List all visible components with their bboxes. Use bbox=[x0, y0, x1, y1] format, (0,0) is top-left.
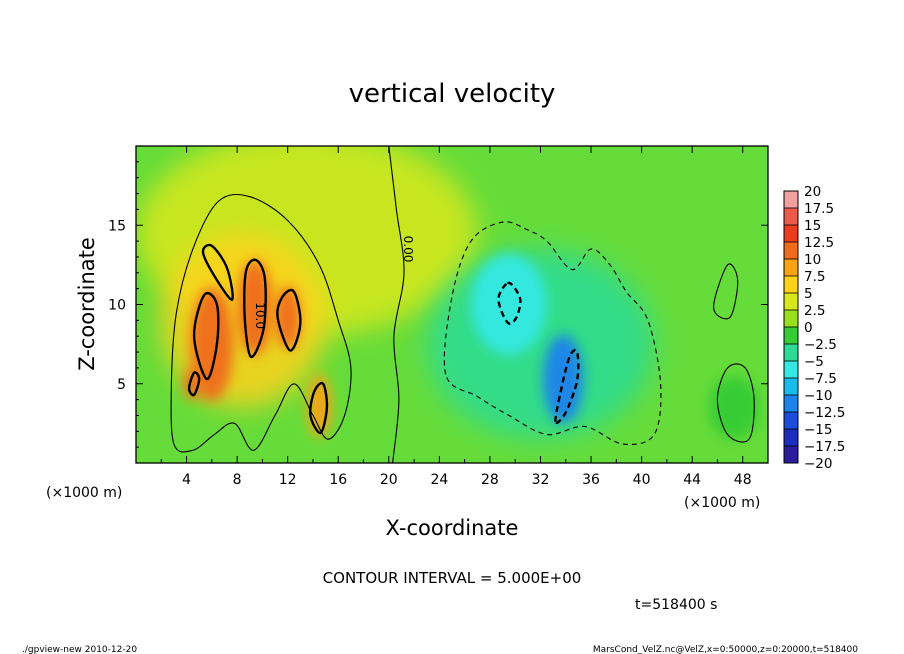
x-tick-label-8: 8 bbox=[233, 472, 242, 488]
x-tick-label-12: 12 bbox=[279, 472, 297, 488]
colorbar-label-1: 20 bbox=[804, 184, 821, 200]
colorbar-label-14: −12.5 bbox=[804, 405, 845, 421]
contour-line-8 bbox=[276, 288, 302, 352]
colorbar-label-6: 7.5 bbox=[804, 269, 825, 285]
colorbar-label-9: 0 bbox=[804, 320, 813, 336]
y-axis-unit: (×1000 m) bbox=[46, 485, 122, 501]
footer-left-text: ./gpview-new 2010-12-20 bbox=[22, 645, 137, 654]
colorbar-swatch-5 bbox=[784, 259, 798, 277]
contour-line-6 bbox=[201, 243, 234, 301]
colorbar-label-4: 12.5 bbox=[804, 235, 834, 251]
x-axis-unit: (×1000 m) bbox=[684, 495, 760, 511]
colorbar-swatch-16 bbox=[784, 446, 798, 464]
contour-line-11 bbox=[443, 221, 662, 446]
contour-line-7 bbox=[243, 258, 267, 359]
y-tick-label-5: 5 bbox=[117, 377, 126, 393]
colorbar-swatch-6 bbox=[784, 276, 798, 294]
colorbar-label-5: 10 bbox=[804, 252, 821, 268]
field-blob-11 bbox=[708, 375, 760, 440]
x-tick-label-36: 36 bbox=[582, 472, 600, 488]
contour-line-5 bbox=[192, 291, 220, 381]
colorbar-swatch-13 bbox=[784, 395, 798, 413]
colorbar-swatch-9 bbox=[784, 327, 798, 345]
colorbar-label-11: −5 bbox=[804, 354, 824, 370]
colorbar-label-10: −2.5 bbox=[804, 337, 837, 353]
x-tick-label-32: 32 bbox=[532, 472, 550, 488]
x-tick-label-28: 28 bbox=[481, 472, 499, 488]
time-label: t=518400 s bbox=[635, 597, 717, 613]
field-blob-9 bbox=[470, 253, 547, 356]
x-tick-label-20: 20 bbox=[380, 472, 398, 488]
colorbar-swatch-12 bbox=[784, 378, 798, 396]
colorbar-swatch-14 bbox=[784, 412, 798, 430]
contour-line-4 bbox=[716, 363, 755, 443]
colorbar: 2017.51512.5107.552.50−2.5−5−7.5−10−12.5… bbox=[783, 184, 845, 472]
colorbar-label-13: −10 bbox=[804, 388, 833, 404]
contour-line-10 bbox=[187, 371, 201, 397]
contour-line-2 bbox=[388, 146, 405, 463]
colorbar-label-17: −20 bbox=[804, 456, 833, 472]
contour-line-3 bbox=[713, 263, 739, 320]
x-tick-label-44: 44 bbox=[683, 472, 701, 488]
x-tick-label-4: 4 bbox=[182, 472, 191, 488]
colorbar-label-7: 5 bbox=[804, 286, 813, 302]
colorbar-swatch-4 bbox=[784, 242, 798, 260]
contour-line-1 bbox=[170, 193, 352, 453]
chart-title: vertical velocity bbox=[349, 79, 556, 109]
y-axis-label: Z-coordinate bbox=[75, 237, 99, 371]
colorbar-label-2: 17.5 bbox=[804, 201, 834, 217]
colorbar-label-8: 2.5 bbox=[804, 303, 825, 319]
colorbar-swatch-8 bbox=[784, 310, 798, 328]
contour-line-9 bbox=[308, 381, 329, 435]
contour-line-13 bbox=[554, 348, 580, 424]
colorbar-swatch-10 bbox=[784, 344, 798, 362]
contour-label-1: 0.00 bbox=[401, 236, 415, 263]
x-axis-label: X-coordinate bbox=[386, 516, 519, 540]
colorbar-label-12: −7.5 bbox=[804, 371, 837, 387]
colorbar-swatch-3 bbox=[784, 225, 798, 243]
y-tick-label-15: 15 bbox=[108, 218, 126, 234]
colorbar-swatch-1 bbox=[784, 191, 798, 209]
colorbar-label-3: 15 bbox=[804, 218, 821, 234]
footer-right-text: MarsCond_VelZ.nc@VelZ,x=0:50000,z=0:2000… bbox=[593, 645, 858, 654]
colorbar-swatch-11 bbox=[784, 361, 798, 379]
x-tick-label-48: 48 bbox=[734, 472, 752, 488]
x-tick-label-40: 40 bbox=[633, 472, 651, 488]
colorbar-swatch-7 bbox=[784, 293, 798, 311]
colorbar-label-16: −17.5 bbox=[804, 439, 845, 455]
field-blob-3 bbox=[190, 287, 234, 402]
x-tick-label-16: 16 bbox=[329, 472, 347, 488]
y-tick-label-10: 10 bbox=[108, 298, 126, 314]
colorbar-swatch-2 bbox=[784, 208, 798, 226]
colorbar-swatch-15 bbox=[784, 429, 798, 447]
contour-label-2: 10.0 bbox=[253, 302, 267, 329]
x-tick-label-24: 24 bbox=[430, 472, 448, 488]
colorbar-label-15: −15 bbox=[804, 422, 833, 438]
contour-interval-text: CONTOUR INTERVAL = 5.000E+00 bbox=[323, 569, 582, 587]
